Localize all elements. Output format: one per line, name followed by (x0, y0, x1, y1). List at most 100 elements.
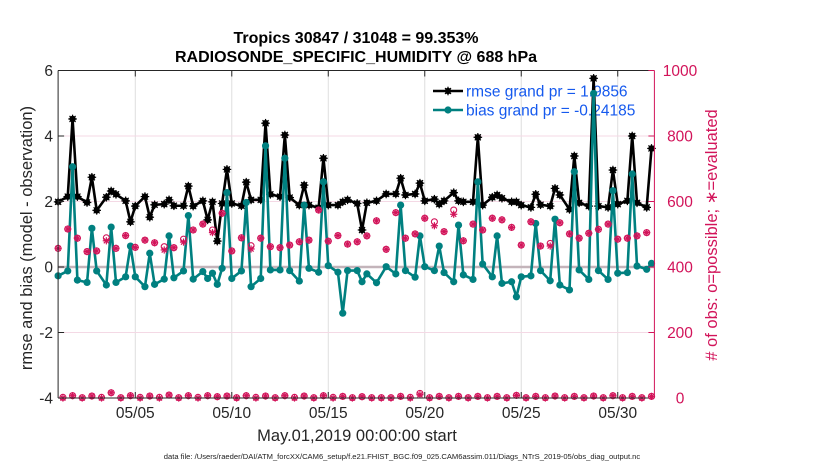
bias-point (150, 280, 159, 288)
obs-evaluated-point (343, 240, 352, 248)
obs-evaluated-point (517, 241, 525, 249)
rmse-point (603, 203, 613, 212)
asterisk-stroke (180, 239, 187, 246)
y-tick-label-left: -4 (39, 391, 53, 408)
grid-layer (58, 70, 655, 398)
obs-evaluated-point (334, 231, 342, 240)
obs-evaluated-point (454, 392, 463, 400)
asterisk-stroke (609, 392, 616, 399)
y-tick-label-left: 2 (44, 194, 53, 211)
obs-evaluated-point (628, 392, 636, 400)
obs-evaluated-point (286, 241, 294, 249)
asterisk-stroke (508, 224, 515, 231)
y-axis-label-right: # of obs: o=possible; ∗=evaluated (703, 109, 721, 360)
bias-point (556, 281, 564, 289)
obs-evaluated-point (594, 225, 603, 233)
rmse-point (391, 189, 401, 199)
legend-bias-marker-icon (444, 106, 452, 114)
asterisk-stroke (537, 201, 545, 209)
rmse-point (169, 201, 179, 211)
bias-point (179, 267, 188, 275)
asterisk-stroke (363, 232, 370, 239)
asterisk-stroke (74, 235, 81, 242)
asterisk-stroke (624, 235, 631, 242)
y-tick-label-right: 0 (676, 391, 685, 408)
asterisk-stroke (170, 244, 177, 251)
bias-point (107, 223, 115, 231)
obs-evaluated-point (266, 243, 274, 251)
bias-point (479, 260, 487, 268)
asterisk-stroke (151, 239, 158, 246)
bias-markers (54, 89, 656, 317)
asterisk-stroke (170, 202, 178, 210)
rmse-point (589, 74, 598, 83)
asterisk-stroke (84, 248, 91, 255)
rmse-point (570, 151, 579, 161)
rmse-point (642, 203, 651, 212)
bias-point (628, 170, 636, 178)
asterisk-stroke (595, 226, 602, 233)
obs-evaluated-point (107, 389, 115, 397)
obs-evaluated-point (614, 235, 622, 243)
obs-evaluated-point (276, 244, 284, 252)
bias-point (102, 281, 110, 289)
asterisk-stroke (537, 243, 544, 250)
obs-evaluated-point (546, 242, 554, 250)
asterisk-stroke (166, 392, 173, 399)
bias-point (570, 168, 578, 176)
bias-point (83, 278, 91, 286)
asterisk-stroke (614, 200, 622, 208)
obs-evaluated-point (83, 248, 91, 256)
asterisk-stroke (165, 196, 173, 204)
chart-title-line-1: Tropics 30847 / 31048 = 99.353% (233, 30, 478, 47)
y-tick-label-left: 6 (44, 63, 53, 80)
y-axis-label-left: rmse and bias (model - observation) (18, 106, 36, 370)
obs-evaluated-point (590, 392, 598, 400)
bias-point (281, 154, 289, 162)
asterisk-stroke (204, 392, 211, 399)
bias-point (305, 264, 313, 272)
asterisk-stroke (184, 182, 192, 190)
obs-evaluated-point (479, 226, 487, 234)
obs-evaluated-point (228, 247, 236, 255)
obs-evaluated-point (401, 234, 410, 242)
rmse-point (130, 201, 140, 211)
bias-point (633, 262, 641, 270)
asterisk-stroke (440, 197, 448, 205)
bias-point (160, 275, 168, 283)
chart-title-line-2: RADIOSONDE_SPECIFIC_HUMIDITY @ 688 hPa (175, 49, 537, 66)
asterisk-stroke (73, 193, 81, 201)
rmse-point (623, 196, 632, 206)
bias-point (392, 270, 400, 278)
asterisk-stroke (223, 165, 231, 173)
rmse-point (352, 199, 362, 208)
obs-evaluated-point (532, 392, 540, 400)
rmse-point (208, 197, 217, 207)
rmse-point (550, 184, 560, 193)
obs-evaluated-point (247, 245, 255, 253)
asterisk-stroke (286, 242, 293, 249)
bias-point (614, 269, 622, 277)
rmse-point (531, 189, 541, 199)
asterisk-stroke (430, 195, 438, 203)
rmse-point (227, 199, 237, 208)
bias-point (199, 267, 207, 276)
y-tick-label-right: 1000 (663, 63, 698, 80)
obs-evaluated-point (160, 246, 168, 254)
asterisk-stroke (517, 201, 525, 209)
rmse-point (627, 131, 637, 141)
asterisk-stroke (643, 229, 650, 236)
asterisk-stroke (344, 241, 351, 248)
asterisk-stroke (146, 213, 154, 221)
asterisk-stroke (209, 229, 216, 236)
rmse-point (396, 173, 405, 183)
obs-evaluated-point (551, 392, 559, 400)
asterisk-stroke (199, 197, 207, 205)
obs-evaluated-point (93, 247, 101, 255)
bias-point (247, 283, 255, 291)
asterisk-stroke (411, 190, 419, 198)
obs-evaluated-point (281, 392, 289, 400)
asterisk-stroke (518, 242, 525, 249)
asterisk-stroke (242, 178, 250, 186)
rmse-point (647, 144, 656, 153)
